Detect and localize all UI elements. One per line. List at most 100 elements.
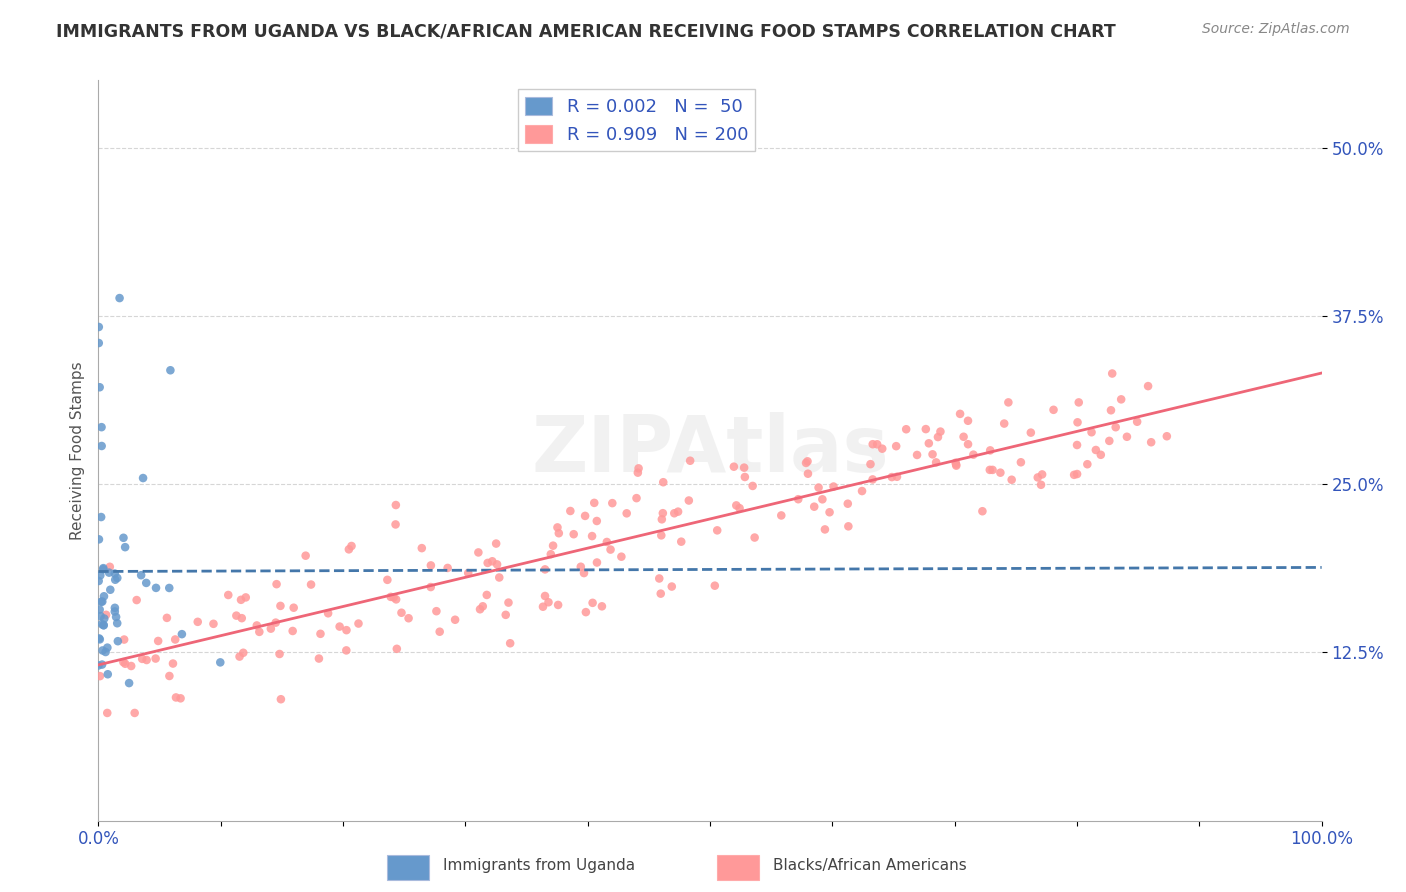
Point: [124, 706, 146, 720]
Point: [1042, 402, 1064, 417]
Point: [862, 437, 884, 451]
Point: [229, 592, 252, 607]
Point: [112, 632, 135, 647]
Text: Blacks/African Americans: Blacks/African Americans: [773, 858, 967, 872]
Point: [1105, 420, 1128, 434]
Point: [905, 448, 928, 462]
Point: [541, 539, 564, 553]
Point: [481, 554, 503, 568]
Point: [862, 472, 884, 486]
Point: [87, 320, 110, 334]
Point: [104, 605, 127, 619]
Point: [391, 606, 413, 620]
Point: [945, 456, 967, 470]
Point: [87, 658, 110, 673]
Point: [159, 363, 181, 377]
Point: [581, 529, 603, 543]
Point: [281, 624, 304, 638]
Point: [880, 470, 903, 484]
Point: [232, 646, 254, 660]
Point: [952, 430, 974, 444]
Point: [335, 643, 357, 657]
Point: [94, 607, 117, 622]
Point: [309, 627, 332, 641]
Point: [546, 520, 568, 534]
Point: [97, 667, 120, 681]
Point: [419, 580, 441, 594]
Point: [382, 591, 405, 605]
Point: [851, 484, 873, 499]
Point: [870, 442, 893, 456]
Point: [679, 454, 702, 468]
Point: [997, 395, 1019, 409]
Point: [1066, 415, 1088, 429]
Point: [135, 653, 157, 667]
Point: [162, 657, 184, 671]
Point: [87, 533, 110, 547]
Point: [156, 611, 179, 625]
Point: [246, 618, 269, 632]
Point: [929, 425, 952, 439]
Point: [744, 531, 766, 545]
Point: [962, 448, 984, 462]
Point: [794, 456, 817, 470]
Point: [114, 657, 136, 671]
Point: [585, 514, 607, 528]
FancyBboxPatch shape: [387, 855, 429, 880]
Point: [202, 616, 225, 631]
Point: [569, 559, 592, 574]
Point: [770, 508, 793, 523]
Point: [264, 615, 287, 630]
Point: [572, 566, 595, 580]
Point: [837, 519, 859, 533]
Point: [145, 581, 167, 595]
Point: [664, 506, 686, 520]
Legend: R = 0.002   N =  50, R = 0.909   N = 200: R = 0.002 N = 50, R = 0.909 N = 200: [517, 89, 755, 152]
Point: [468, 602, 491, 616]
Point: [537, 595, 560, 609]
Point: [299, 577, 322, 591]
Point: [385, 641, 408, 656]
Point: [1084, 442, 1107, 457]
Point: [1067, 395, 1090, 409]
Point: [725, 499, 748, 513]
Point: [972, 504, 994, 518]
Point: [651, 506, 673, 520]
Point: [1137, 379, 1160, 393]
FancyBboxPatch shape: [717, 855, 759, 880]
Point: [1001, 473, 1024, 487]
Point: [90, 439, 112, 453]
Point: [591, 599, 613, 614]
Point: [118, 676, 141, 690]
Point: [91, 643, 114, 657]
Point: [90, 420, 112, 434]
Point: [429, 624, 451, 639]
Point: [89, 568, 111, 582]
Point: [1156, 429, 1178, 443]
Point: [627, 461, 650, 475]
Point: [90, 617, 112, 632]
Point: [866, 437, 889, 451]
Text: ZIPAtlas: ZIPAtlas: [531, 412, 889, 489]
Point: [979, 443, 1001, 458]
Point: [652, 475, 675, 490]
Point: [648, 572, 671, 586]
Point: [896, 422, 918, 436]
Point: [89, 632, 111, 647]
Point: [534, 562, 557, 576]
Point: [90, 510, 112, 524]
Point: [734, 470, 756, 484]
Point: [385, 592, 408, 607]
Point: [1090, 448, 1112, 462]
Point: [94, 645, 117, 659]
Text: Immigrants from Uganda: Immigrants from Uganda: [443, 858, 636, 872]
Point: [583, 496, 606, 510]
Point: [993, 417, 1015, 431]
Point: [823, 479, 845, 493]
Point: [488, 570, 510, 584]
Point: [534, 589, 557, 603]
Point: [811, 492, 834, 507]
Point: [217, 588, 239, 602]
Point: [377, 573, 399, 587]
Point: [956, 414, 979, 428]
